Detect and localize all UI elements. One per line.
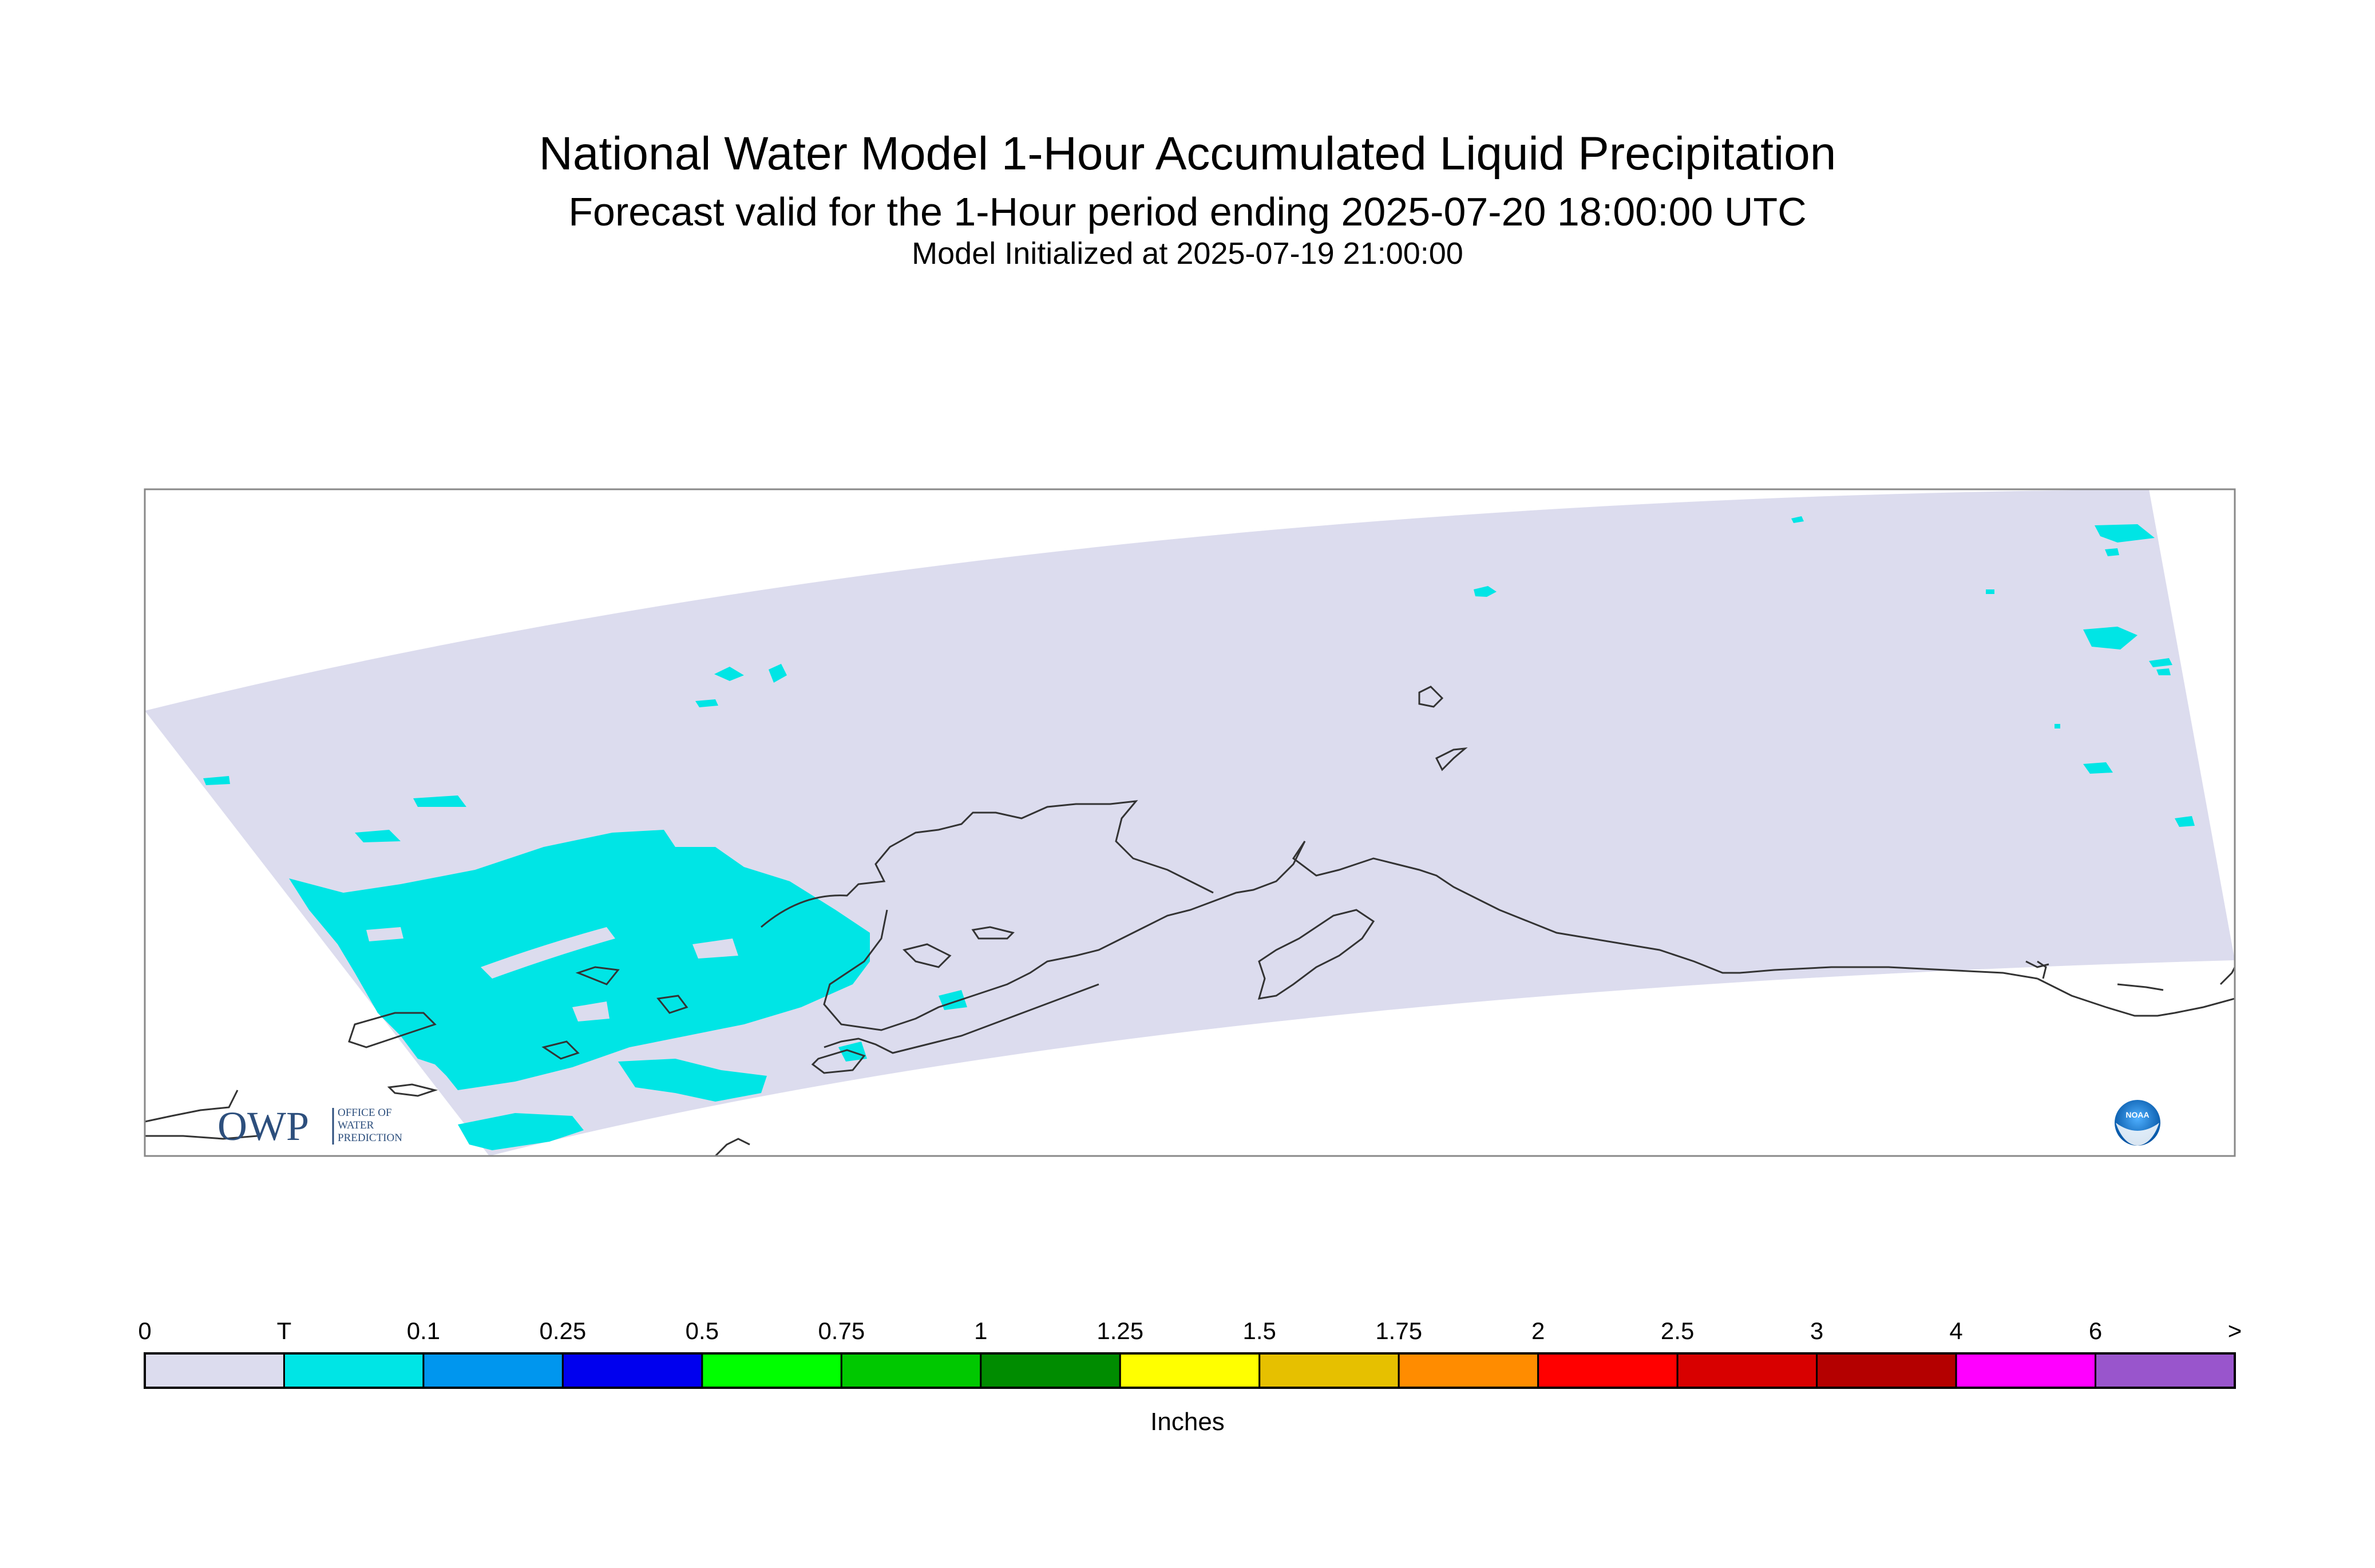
legend-tick-label: 0.5 (685, 1317, 719, 1344)
owp-logo-line1: OFFICE OF (338, 1107, 392, 1119)
legend-color-box (1119, 1352, 1261, 1389)
coastlines (145, 686, 2235, 1156)
legend-tick-label: 4 (1949, 1317, 1963, 1344)
legend-color-box (1955, 1352, 2097, 1389)
noaa-logo-text: NOAA (2125, 1110, 2149, 1119)
legend-tick-label: 6 (2088, 1317, 2103, 1344)
dry-gaps (366, 927, 738, 1021)
model-init-line: Model Initialized at 2025-07-19 21:00:00 (912, 236, 1463, 271)
owp-logo-line3: PREDICTION (338, 1132, 402, 1144)
legend-units-label: Inches (1150, 1408, 1225, 1436)
legend-tick-label: 1.5 (1242, 1317, 1276, 1344)
legend-tick-label: > (2227, 1317, 2242, 1344)
owp-logo-text: OWP (217, 1103, 309, 1149)
legend-color-box (1676, 1352, 1818, 1389)
map-frame (144, 488, 2236, 1157)
owp-logo-line2: WATER (338, 1119, 374, 1131)
legend-color-box (840, 1352, 982, 1389)
owp-logo: OWP OFFICE OF WATER PREDICTION (217, 1103, 402, 1149)
legend-color-box (2095, 1352, 2236, 1389)
legend-color-box (422, 1352, 564, 1389)
legend-tick-label: 0 (138, 1317, 152, 1344)
legend-tick-label: 1.75 (1375, 1317, 1423, 1344)
forecast-valid-subtitle: Forecast valid for the 1-Hour period end… (568, 189, 1807, 234)
legend-color-box (1816, 1352, 1957, 1389)
legend-color-box (980, 1352, 1121, 1389)
legend-tick-label: 2 (1531, 1317, 1545, 1344)
legend-color-box (1537, 1352, 1679, 1389)
legend-color-box (701, 1352, 842, 1389)
legend-tick-label: 0.25 (539, 1317, 587, 1344)
legend-tick-label: 0.1 (406, 1317, 441, 1344)
legend-color-box (1398, 1352, 1539, 1389)
legend-tick-label: 1 (974, 1317, 988, 1344)
color-legend-bar (144, 1352, 2236, 1389)
legend-color-box (561, 1352, 703, 1389)
legend-tick-label: 1.25 (1097, 1317, 1144, 1344)
noaa-logo: NOAA (2115, 1100, 2160, 1146)
legend-color-box (283, 1352, 425, 1389)
legend-tick-label: 3 (1810, 1317, 1824, 1344)
color-legend-frame (144, 1352, 2236, 1389)
legend-tick-label: 0.75 (818, 1317, 865, 1344)
map-title: National Water Model 1-Hour Accumulated … (539, 128, 1836, 180)
legend-color-box (1258, 1352, 1400, 1389)
legend-color-box (144, 1352, 285, 1389)
legend-tick-label: T (276, 1317, 292, 1344)
legend-tick-label: 2.5 (1660, 1317, 1695, 1344)
